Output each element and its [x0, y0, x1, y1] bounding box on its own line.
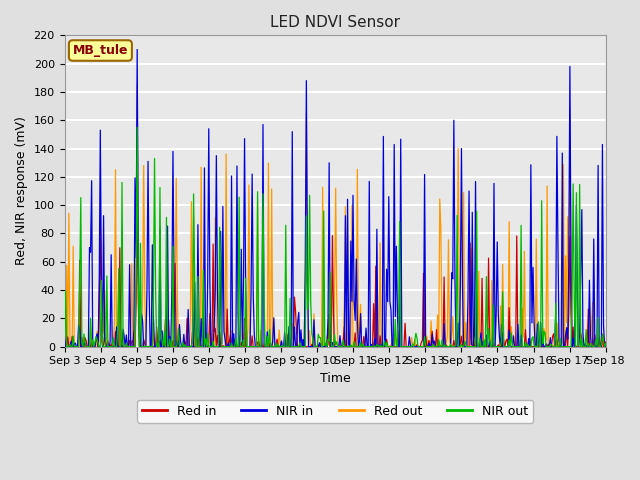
Legend: Red in, NIR in, Red out, NIR out: Red in, NIR in, Red out, NIR out [137, 400, 533, 423]
Y-axis label: Red, NIR response (mV): Red, NIR response (mV) [15, 117, 28, 265]
X-axis label: Time: Time [320, 372, 351, 385]
Text: MB_tule: MB_tule [73, 44, 128, 57]
Title: LED NDVI Sensor: LED NDVI Sensor [270, 15, 400, 30]
